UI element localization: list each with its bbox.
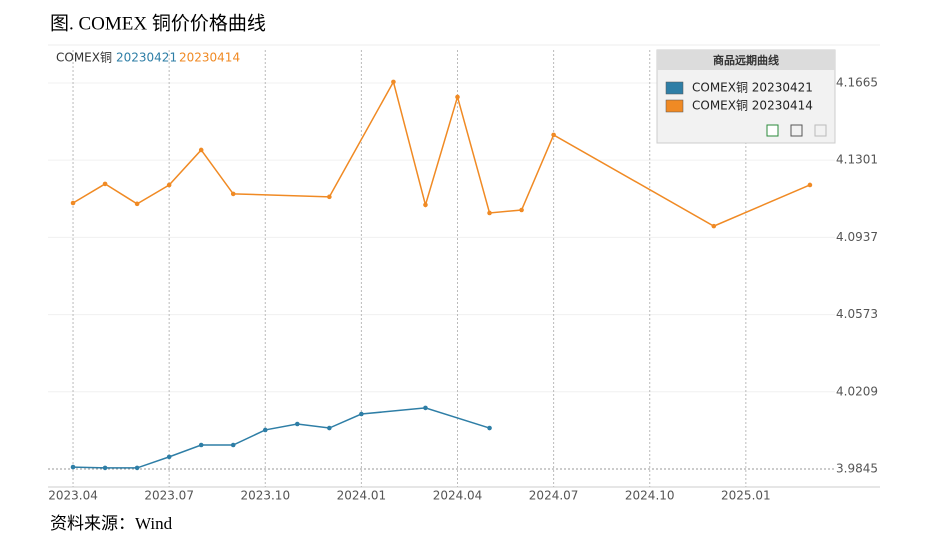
point <box>551 132 556 138</box>
y-tick-label: 4.1665 <box>836 75 878 89</box>
y-tick-label: 3.9845 <box>836 461 878 475</box>
point <box>166 454 172 460</box>
x-tick-label: 2024.04 <box>433 489 483 503</box>
x-tick-label: 2023.04 <box>48 489 98 503</box>
header-series: 20230421 <box>116 51 177 65</box>
icon[interactable] <box>790 124 803 137</box>
legend-title: 商品远期曲线 <box>713 53 779 67</box>
header-series: 20230414 <box>179 51 240 65</box>
point <box>487 210 492 216</box>
point <box>230 442 236 448</box>
point <box>230 191 236 197</box>
point <box>166 182 172 188</box>
point <box>134 465 140 471</box>
point <box>391 79 396 85</box>
point <box>519 207 524 213</box>
source: 资料来源：Wind <box>50 514 173 533</box>
point <box>198 442 204 448</box>
plot <box>70 79 813 471</box>
point <box>70 464 76 470</box>
point <box>198 147 204 153</box>
icon[interactable] <box>814 124 827 137</box>
y-tick-label: 4.0209 <box>836 384 878 398</box>
legend-label: COMEX铜 20230421 <box>692 80 813 95</box>
y-tick-label: 4.1301 <box>836 153 878 167</box>
x-tick-label: 2024.07 <box>529 489 579 503</box>
x-tick-label: 2024.10 <box>625 489 675 503</box>
point <box>102 181 108 187</box>
legend-swatch <box>665 99 684 113</box>
point <box>711 223 717 229</box>
point <box>327 425 332 431</box>
x-tick-label: 2023.07 <box>144 489 194 503</box>
legend-header <box>657 50 835 70</box>
point <box>455 94 460 100</box>
point <box>70 200 76 206</box>
y-tick-label: 4.0573 <box>836 307 878 321</box>
point <box>327 194 332 200</box>
x-tick-label: 2025.01 <box>721 489 771 503</box>
point <box>487 425 492 431</box>
legend-label: COMEX铜 20230414 <box>692 98 813 113</box>
point <box>134 201 140 207</box>
header-label: COMEX铜 <box>56 50 112 65</box>
title: 图. COMEX 铜价价格曲线 <box>50 12 266 34</box>
y-tick-label: 4.0937 <box>836 230 878 244</box>
legend-swatch <box>665 81 684 95</box>
point <box>102 465 108 471</box>
point <box>262 427 268 433</box>
point <box>295 421 300 427</box>
legend: 商品远期曲线 COMEX铜 20230421 COMEX铜 20230414 <box>656 49 836 144</box>
icon[interactable] <box>766 124 779 137</box>
point <box>423 202 428 208</box>
point <box>423 405 428 411</box>
point <box>807 182 813 188</box>
point <box>359 411 364 417</box>
line <box>73 407 490 469</box>
x-tick-label: 2023.10 <box>240 489 290 503</box>
x-tick-label: 2024.01 <box>337 489 387 503</box>
